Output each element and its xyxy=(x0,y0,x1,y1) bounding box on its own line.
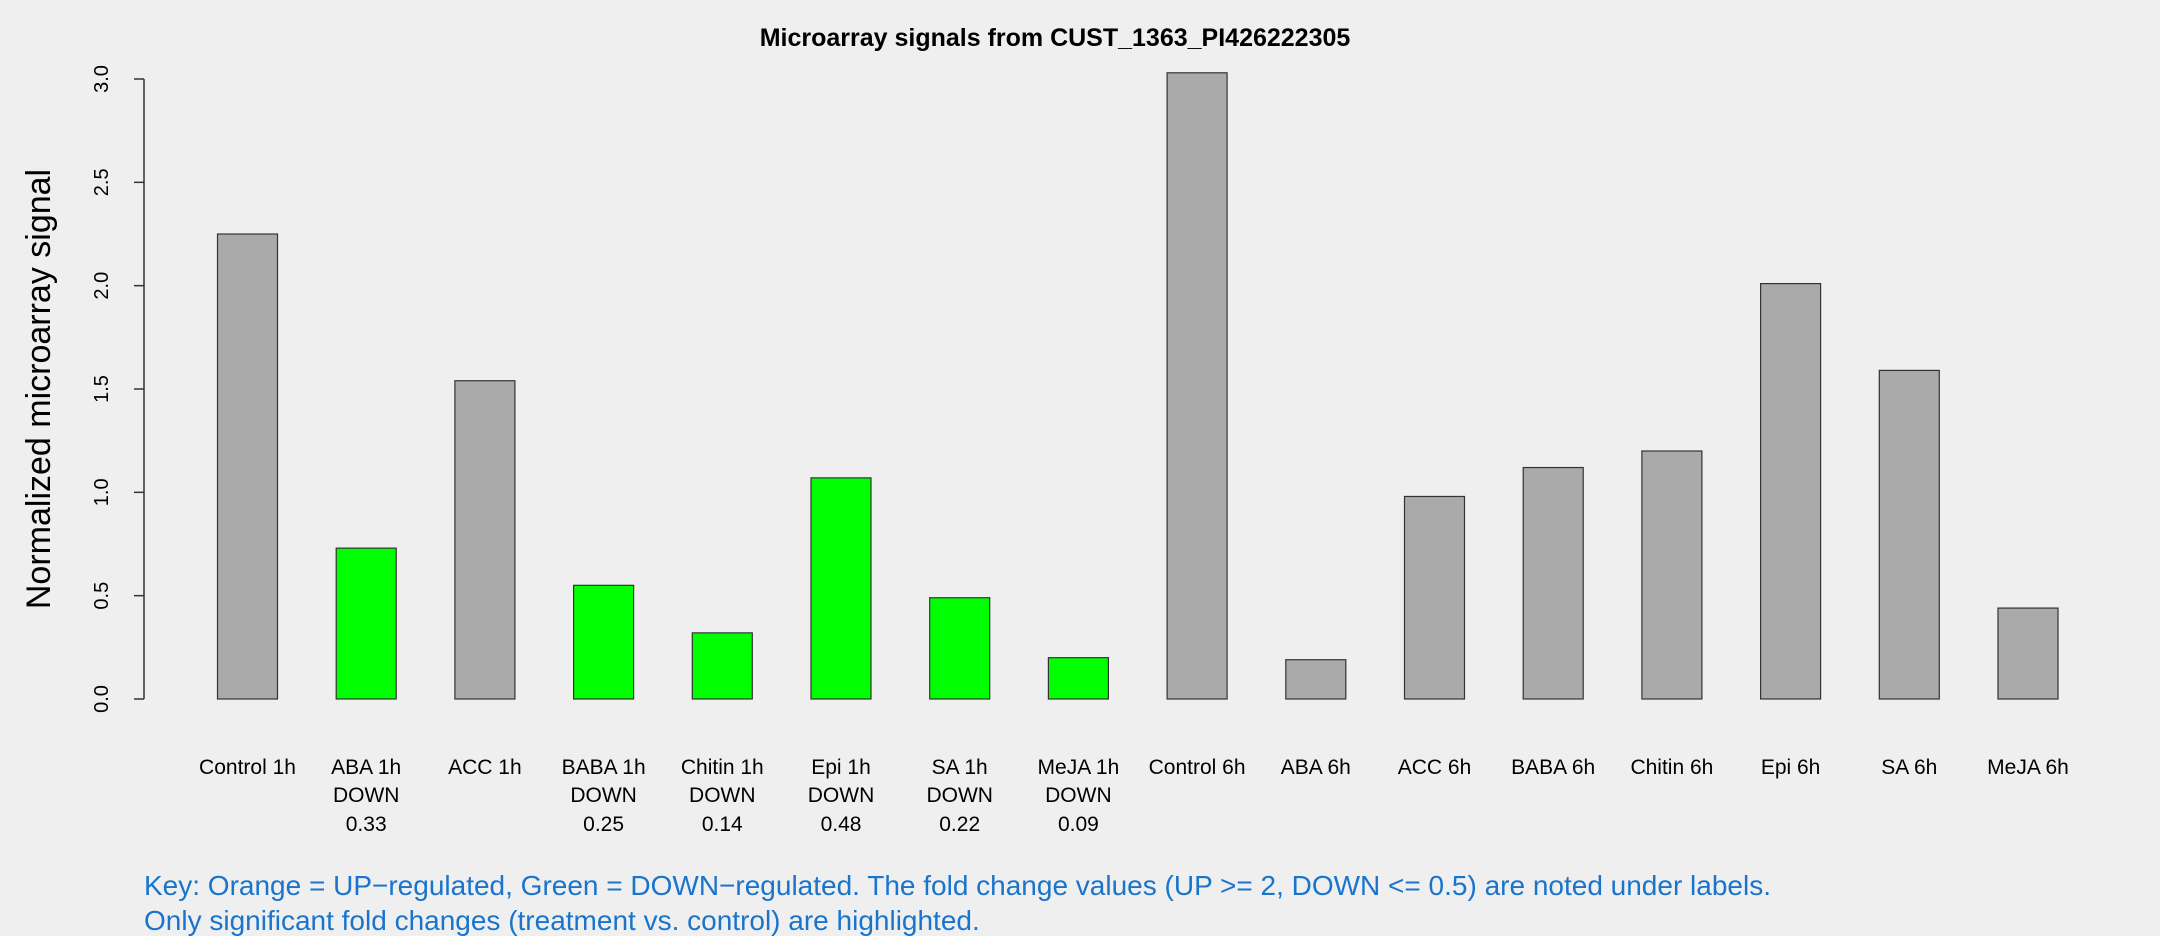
fold-change-label: 0.48 xyxy=(821,813,862,836)
y-tick-label: 2.5 xyxy=(91,168,113,196)
bar xyxy=(1878,369,1940,700)
regulation-label: DOWN xyxy=(808,784,875,807)
x-tick-label: SA 1h xyxy=(932,756,988,779)
x-tick-label: ACC 6h xyxy=(1398,756,1472,779)
fold-change-label: 0.25 xyxy=(583,813,624,836)
key-line-2: Only significant fold changes (treatment… xyxy=(144,905,980,936)
y-tick-label: 2.0 xyxy=(91,272,113,300)
bar xyxy=(929,597,991,700)
x-tick-label: ABA 6h xyxy=(1281,756,1351,779)
y-axis-title: Normalized microarray signal xyxy=(20,169,58,609)
x-tick-label: MeJA 6h xyxy=(1987,756,2069,779)
x-tick-label: Chitin 6h xyxy=(1630,756,1713,779)
y-tick-label: 3.0 xyxy=(91,65,113,93)
bar xyxy=(216,233,279,700)
fold-change-label: 0.22 xyxy=(939,813,980,836)
bar xyxy=(1166,72,1228,700)
bar xyxy=(335,547,397,700)
bar xyxy=(691,632,753,700)
bar xyxy=(810,477,872,700)
bar xyxy=(1403,495,1466,700)
x-tick-label: MeJA 1h xyxy=(1038,756,1120,779)
chart-title: Microarray signals from CUST_1363_PI4262… xyxy=(760,24,1351,52)
bar xyxy=(1522,466,1584,700)
x-tick-label: ACC 1h xyxy=(448,756,522,779)
x-tick-label: BABA 6h xyxy=(1511,756,1595,779)
fold-change-label: 0.33 xyxy=(346,813,387,836)
bar xyxy=(454,380,516,700)
x-tick-label: ABA 1h xyxy=(331,756,401,779)
bar xyxy=(1285,659,1347,700)
regulation-label: DOWN xyxy=(689,784,756,807)
y-tick-label: 0.0 xyxy=(91,685,113,713)
fold-change-label: 0.09 xyxy=(1058,813,1099,836)
regulation-label: DOWN xyxy=(333,784,400,807)
y-tick-label: 1.5 xyxy=(91,375,113,403)
x-tick-label: Epi 6h xyxy=(1761,756,1821,779)
bar xyxy=(1641,450,1703,700)
x-tick-label: Control 6h xyxy=(1149,756,1246,779)
bar xyxy=(572,584,635,700)
key-line-1: Key: Orange = UP−regulated, Green = DOWN… xyxy=(144,870,1771,901)
regulation-label: DOWN xyxy=(1045,784,1112,807)
fold-change-label: 0.14 xyxy=(702,813,743,836)
x-tick-label: Chitin 1h xyxy=(681,756,764,779)
y-tick-label: 1.0 xyxy=(91,478,113,506)
regulation-label: DOWN xyxy=(570,784,637,807)
bar xyxy=(1047,657,1110,700)
y-tick-label: 0.5 xyxy=(91,582,113,610)
x-tick-label: Control 1h xyxy=(199,756,296,779)
x-tick-label: BABA 1h xyxy=(562,756,646,779)
regulation-label: DOWN xyxy=(926,784,993,807)
bar xyxy=(1759,283,1822,700)
x-tick-label: Epi 1h xyxy=(811,756,871,779)
bar xyxy=(1997,607,2059,700)
x-tick-label: SA 6h xyxy=(1881,756,1937,779)
